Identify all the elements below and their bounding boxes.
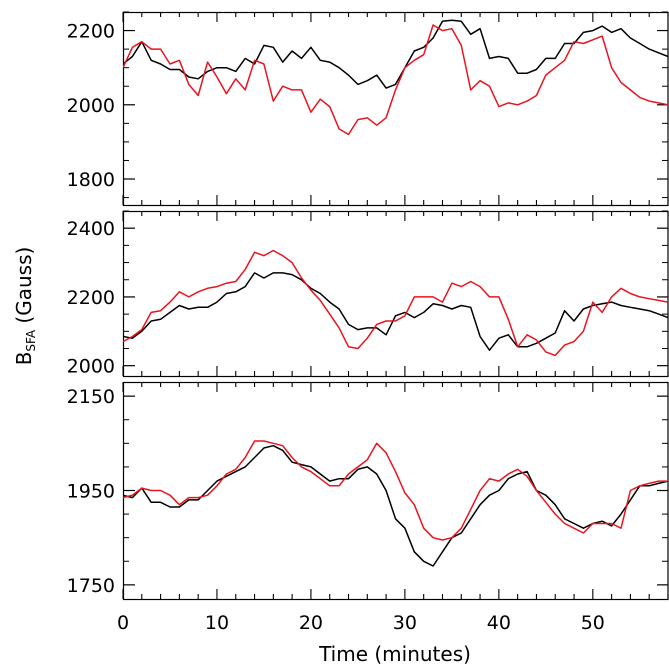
panel-2-frame: [122, 210, 669, 378]
panel-1-frame: [122, 11, 669, 207]
x-tick-label: 40: [487, 612, 511, 634]
y-axis-title-sub: SFA: [24, 329, 38, 351]
y-tick-label: 2200: [67, 287, 115, 309]
x-tick-label: 20: [299, 612, 323, 634]
x-tick-label: 10: [205, 612, 229, 634]
panel-1-series-black: [123, 19, 669, 89]
y-tick-label: 2150: [67, 386, 115, 408]
y-axis-title-main: B: [12, 352, 36, 366]
panel-2: 2000 2200 2400: [67, 210, 669, 378]
panel-2-series-red: [123, 249, 669, 357]
panel-3: 1750 1950 2150 0 10 20 30 40 50: [67, 381, 669, 634]
y-tick-label: 2200: [67, 21, 115, 43]
x-tick-label: 0: [117, 612, 129, 634]
panel-2-series-black: [123, 272, 669, 351]
y-tick-label: 1800: [67, 169, 115, 191]
y-tick-label: 2400: [67, 218, 115, 240]
panel-3-series-red: [123, 440, 668, 541]
y-tick-label: 2000: [67, 95, 115, 117]
y-tick-label: 1750: [67, 575, 115, 597]
x-tick-label: 30: [393, 612, 417, 634]
y-axis-title-unit: (Gauss): [12, 247, 36, 330]
panel-1-series-red: [123, 24, 669, 136]
y-tick-label: 1950: [67, 481, 115, 503]
y-axis-title: BSFA (Gauss): [12, 247, 38, 366]
panel-1: 1800 2000 2200: [67, 11, 669, 207]
x-axis-title: Time (minutes): [318, 642, 471, 666]
panel-3-series-black: [123, 444, 669, 567]
x-tick-label: 50: [581, 612, 605, 634]
panel-3-frame: [122, 381, 669, 601]
y-tick-label: 2000: [67, 356, 115, 378]
